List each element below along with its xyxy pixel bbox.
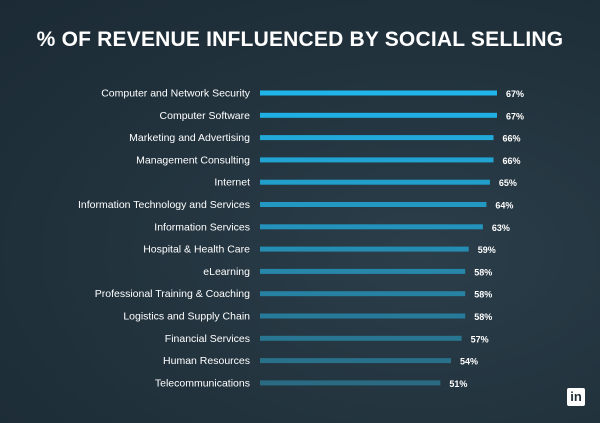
value-label: 67% (506, 111, 524, 121)
value-label: 66% (503, 134, 521, 144)
value-label: 58% (474, 267, 492, 277)
category-label: Hospital & Health Care (143, 244, 250, 256)
bar (260, 246, 469, 252)
bar (260, 313, 466, 319)
value-label: 66% (503, 156, 521, 166)
bar (260, 135, 494, 141)
bar (260, 291, 466, 297)
category-label: Internet (214, 177, 250, 189)
category-label: Financial Services (165, 333, 250, 345)
category-label: Human Resources (163, 355, 250, 367)
value-label: 58% (474, 290, 492, 300)
category-label: Information Services (154, 221, 250, 233)
bar (260, 380, 441, 386)
bar (260, 179, 490, 185)
value-label: 54% (460, 357, 478, 367)
category-label: Logistics and Supply Chain (123, 311, 250, 323)
value-label: 57% (471, 334, 489, 344)
category-label: Marketing and Advertising (129, 132, 250, 144)
bar (260, 268, 466, 274)
category-label: eLearning (203, 266, 250, 278)
category-label: Management Consulting (136, 154, 250, 166)
category-label: Information Technology and Services (78, 199, 250, 211)
bar (260, 112, 497, 118)
bar (260, 157, 494, 163)
bar (260, 358, 451, 364)
value-label: 63% (492, 223, 510, 233)
bar (260, 224, 483, 230)
value-label: 67% (506, 89, 524, 99)
value-label: 64% (495, 201, 513, 211)
category-label: Computer and Network Security (101, 88, 251, 100)
value-label: 59% (478, 245, 496, 255)
category-label: Professional Training & Coaching (95, 288, 250, 300)
bar (260, 90, 497, 96)
linkedin-icon: in (567, 388, 585, 406)
value-label: 58% (474, 312, 492, 322)
value-label: 51% (449, 379, 467, 389)
bar (260, 202, 487, 207)
category-label: Telecommunications (155, 377, 250, 389)
value-label: 65% (499, 178, 517, 188)
bar (260, 335, 462, 341)
category-label: Computer Software (160, 110, 251, 122)
chart-title: % OF REVENUE INFLUENCED BY SOCIAL SELLIN… (36, 28, 564, 51)
linkedin-logo-text: in (570, 389, 582, 404)
